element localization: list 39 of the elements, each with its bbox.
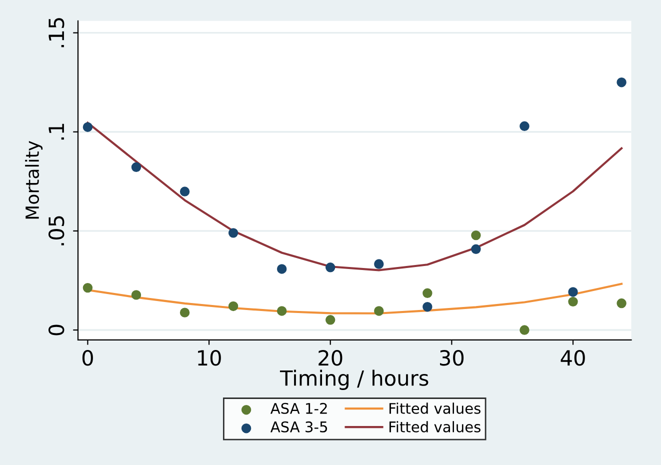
point	[131, 290, 142, 300]
point	[374, 306, 384, 316]
point	[616, 298, 626, 308]
x-tick-label: 20	[318, 350, 342, 366]
legend-label: ASA 1-2	[270, 402, 327, 414]
y-tick-label: .05	[48, 216, 64, 246]
point	[471, 230, 481, 240]
point	[422, 302, 432, 312]
point	[326, 262, 336, 272]
point	[568, 287, 578, 297]
point	[131, 162, 142, 172]
legend-label: Fitted values	[390, 421, 480, 432]
point	[180, 308, 190, 318]
x-tick-label: 40	[560, 350, 585, 366]
point	[82, 282, 93, 293]
y-tick-label: .15	[48, 18, 64, 48]
point	[422, 288, 432, 298]
point	[520, 325, 530, 335]
point	[228, 228, 238, 238]
legend-label: ASA 3-5	[270, 421, 328, 432]
point	[180, 186, 190, 196]
legend-label: Fitted values	[390, 402, 480, 414]
point	[326, 315, 336, 325]
point	[228, 301, 238, 312]
point	[616, 77, 626, 88]
x-tick-label: 30	[440, 350, 464, 366]
x-axis-title: Timing / hours	[280, 370, 428, 390]
y-axis-title: Mortality	[25, 140, 43, 219]
x-tick-label: 0	[82, 350, 93, 366]
point	[276, 264, 287, 274]
point	[471, 244, 481, 254]
point	[82, 122, 93, 132]
point	[374, 259, 384, 269]
point	[276, 306, 287, 316]
x-tick-label: 10	[198, 350, 221, 366]
y-tick-label: 0	[48, 324, 64, 336]
point	[568, 296, 578, 307]
y-tick-label: .1	[48, 124, 64, 140]
point	[520, 121, 530, 131]
